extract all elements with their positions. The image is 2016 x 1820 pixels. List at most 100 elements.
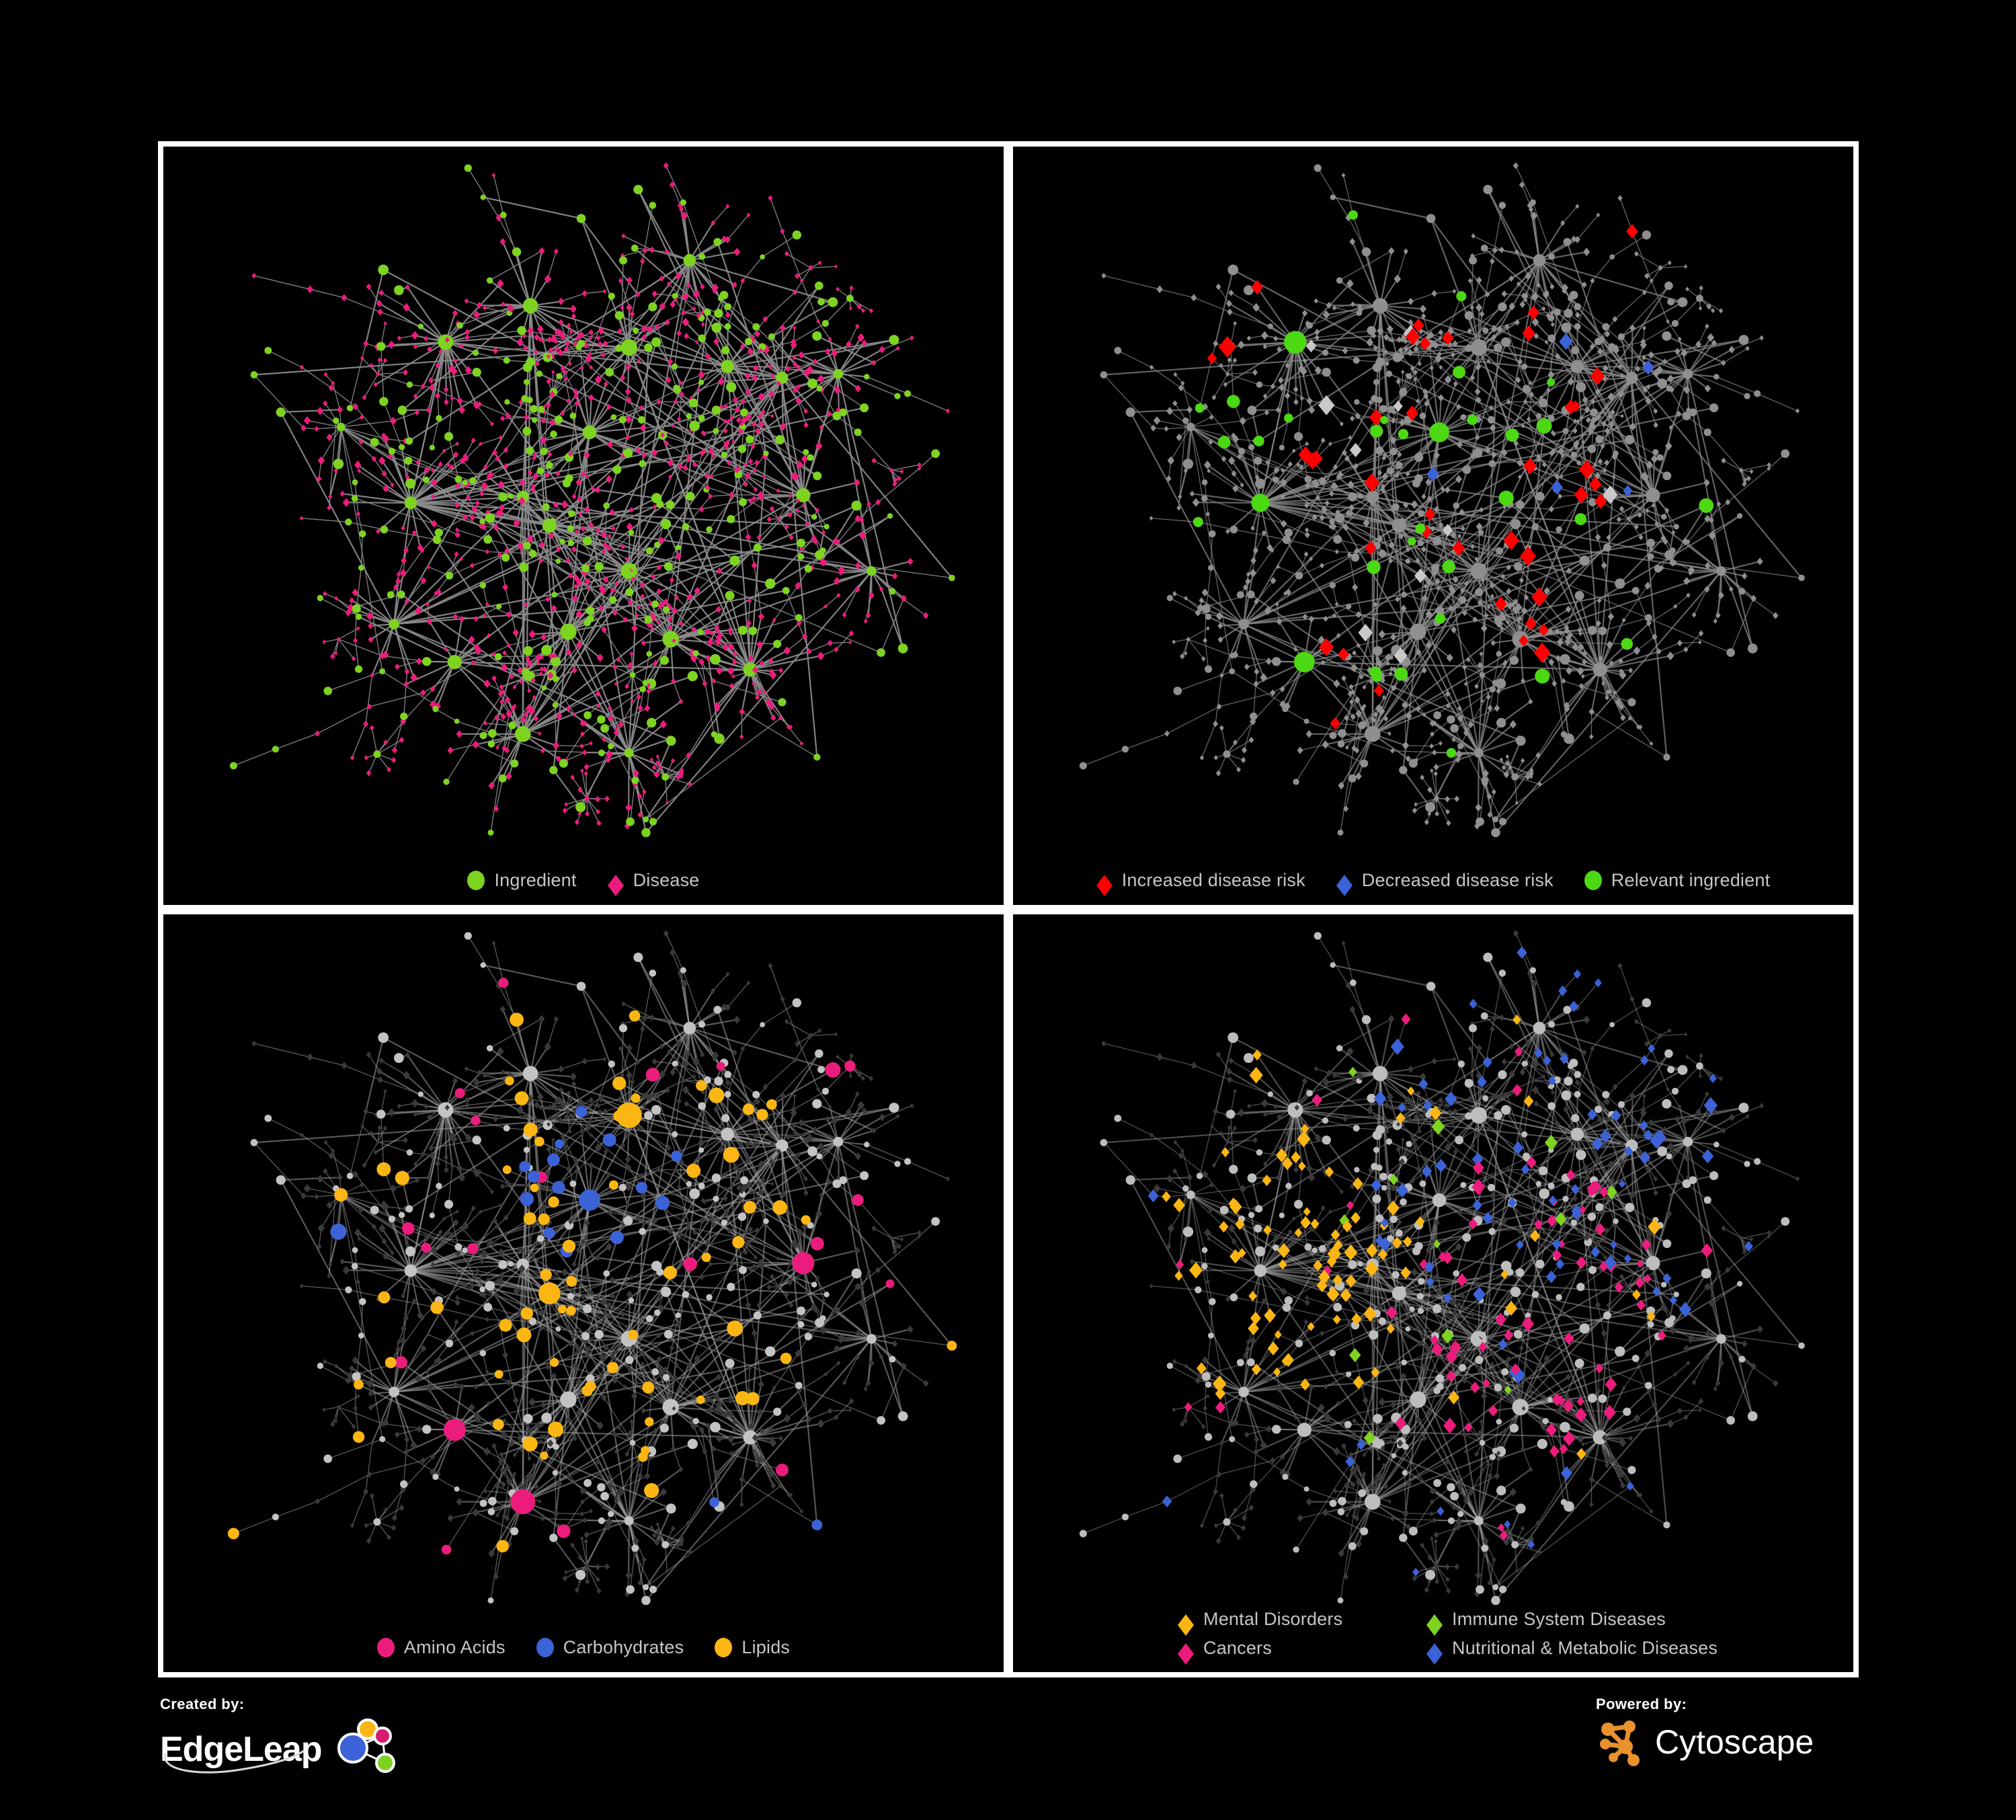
network-node-disease (458, 1173, 466, 1182)
network-node-disease (1341, 675, 1346, 682)
network-node-ingredient (1571, 346, 1580, 355)
network-node-disease (1541, 1073, 1546, 1079)
network-node-disease (649, 1014, 655, 1021)
network-node-ingredient (1401, 592, 1407, 598)
network-node-disease (1219, 725, 1224, 731)
network-node-disease (1410, 1100, 1416, 1108)
network-node-ingredient (1547, 1182, 1555, 1189)
network-node-disease (1674, 348, 1681, 355)
edgeleap-logo[interactable]: Created by: EdgeLeap (160, 1696, 442, 1796)
network-node-ingredient (1398, 518, 1406, 527)
network-node-ingredient (931, 1216, 940, 1226)
network-node-ingredient (1372, 1065, 1388, 1081)
network-node-disease (1517, 459, 1524, 467)
network-node-ingredient (663, 562, 673, 571)
network-node-ingredient (1387, 405, 1396, 413)
network-node-ingredient (1209, 530, 1216, 538)
network-node-ingredient (398, 1212, 405, 1218)
network-node-ingredient (1671, 1087, 1679, 1095)
network-node-disease (758, 1456, 763, 1462)
network-node-disease (1505, 760, 1510, 766)
panel-ingredient-disease[interactable]: Ingredient Disease (163, 147, 1004, 905)
network-node-ingredient (1664, 1049, 1673, 1058)
network-node-disease (1314, 366, 1322, 375)
network-node-disease (399, 569, 407, 578)
network-node-disease (557, 1095, 561, 1101)
network-node-disease (449, 464, 454, 471)
network-node-disease (1435, 1158, 1447, 1173)
network-node-ingredient (897, 643, 908, 654)
network-node-disease (317, 1174, 324, 1183)
network-node-disease (1582, 1426, 1587, 1433)
network-node-disease (758, 392, 765, 401)
network-node-disease (679, 391, 685, 398)
network-node-ingredient (1531, 523, 1539, 530)
network-node-disease (1506, 564, 1512, 571)
network-node-disease (1444, 375, 1452, 385)
network-node-ingredient (1229, 668, 1236, 675)
network-node-ingredient (683, 1021, 696, 1034)
network-canvas-ingredient-class[interactable] (163, 914, 1004, 1673)
network-node-disease (917, 1233, 922, 1238)
network-node-disease (1505, 1528, 1510, 1534)
network-node-ingredient (1419, 412, 1426, 420)
network-node-disease (1583, 1233, 1590, 1241)
network-node-disease (910, 1103, 914, 1109)
network-node-disease (1642, 1128, 1648, 1135)
network-node-disease (1205, 1278, 1211, 1285)
panel-disease-risk[interactable]: Increased disease risk Decreased disease… (1013, 147, 1853, 905)
network-node-disease (428, 1144, 434, 1152)
network-node-disease (1420, 525, 1433, 539)
network-node-disease (393, 584, 399, 591)
network-node-disease (426, 1332, 431, 1337)
network-node-ingredient (1476, 817, 1484, 826)
network-node-disease (1348, 684, 1354, 690)
network-node-ingredient (1336, 1044, 1343, 1052)
network-canvas-disease-class[interactable] (1013, 914, 1853, 1673)
network-node-ingredient (1229, 1164, 1238, 1174)
network-node-ingredient (417, 323, 424, 329)
network-node-disease (1249, 569, 1256, 578)
network-canvas-disease-risk[interactable] (1013, 147, 1853, 905)
network-node-disease (1522, 325, 1535, 342)
network-node-disease (1313, 1281, 1318, 1288)
network-node-ingredient (602, 1133, 616, 1147)
panel-disease-class[interactable]: Mental Disorders Immune System Diseases … (1013, 914, 1853, 1673)
network-node-disease (1413, 1113, 1419, 1120)
network-node-ingredient (536, 1234, 545, 1242)
network-node-ingredient (555, 1139, 565, 1148)
network-node-disease (579, 719, 586, 727)
panel-ingredient-class[interactable]: Amino Acids Carbohydrates Lipids (163, 914, 1004, 1673)
network-node-ingredient (487, 829, 494, 836)
network-node-ingredient (716, 1061, 725, 1070)
network-node-disease (624, 388, 631, 395)
network-node-disease (1320, 660, 1326, 666)
network-node-ingredient (904, 1157, 912, 1165)
network-node-disease (580, 731, 585, 738)
network-node-disease (1415, 1325, 1420, 1332)
network-node-ingredient (833, 368, 844, 379)
network-node-disease (598, 327, 605, 335)
network-node-disease (499, 1183, 506, 1189)
cytoscape-logo[interactable]: Powered by: (1596, 1696, 1865, 1796)
network-node-disease (487, 1238, 494, 1247)
network-node-ingredient (1709, 403, 1719, 413)
network-node-disease (743, 481, 748, 487)
network-node-disease (682, 1060, 689, 1069)
network-node-ingredient (1587, 444, 1597, 453)
network-node-disease (618, 278, 623, 284)
network-node-disease (674, 594, 680, 601)
network-node-disease (723, 428, 728, 434)
network-node-disease (1470, 1311, 1476, 1317)
network-node-disease (359, 1181, 364, 1188)
network-node-ingredient (618, 416, 627, 424)
network-node-ingredient (1456, 291, 1467, 302)
network-node-ingredient (625, 1355, 634, 1364)
network-node-disease (1231, 470, 1237, 477)
network-node-disease (516, 1105, 524, 1115)
network-canvas-ingredient-disease[interactable] (163, 147, 1004, 905)
network-node-ingredient (642, 1381, 655, 1394)
network-node-ingredient (1207, 565, 1214, 571)
network-node-ingredient (1660, 1281, 1667, 1288)
network-node-ingredient (1196, 1172, 1203, 1179)
